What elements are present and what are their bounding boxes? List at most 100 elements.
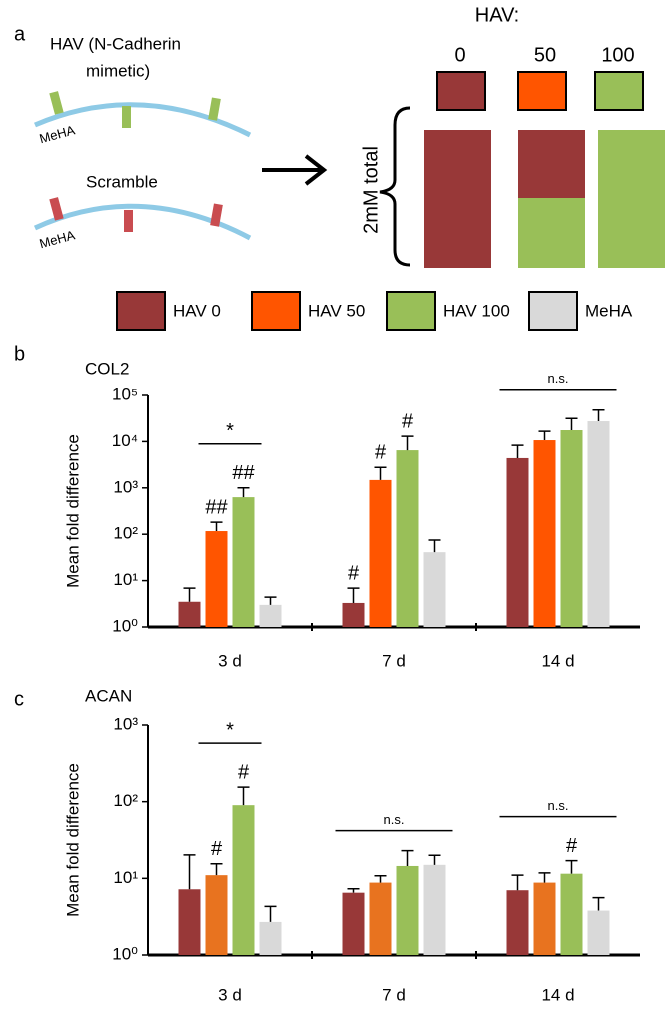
gel-block — [518, 198, 585, 268]
chart-title: ACAN — [85, 686, 132, 705]
peptide — [49, 91, 64, 115]
legend-label: MeHA — [585, 301, 633, 320]
bracket-label: * — [226, 420, 234, 442]
brace — [379, 106, 411, 267]
bar — [178, 889, 201, 955]
bar — [369, 479, 392, 627]
error-bar — [210, 862, 223, 876]
y-axis-label: Mean fold difference — [63, 763, 82, 917]
bar — [369, 882, 392, 955]
error-bar — [538, 430, 551, 441]
legend-label: HAV 0 — [173, 301, 221, 320]
significance-mark: # — [348, 562, 360, 584]
significance-mark: # — [402, 410, 414, 432]
error-bar — [347, 587, 360, 603]
y-tick-label: 10⁵ — [112, 384, 138, 403]
diagram: HAV (N-Cadherin mimetic) MeHA Scramble M… — [33, 4, 665, 268]
error-bar — [237, 786, 250, 806]
significance-mark: # — [375, 441, 387, 463]
error-bar — [511, 874, 524, 891]
error-bar — [565, 859, 578, 874]
significance-mark: # — [238, 761, 250, 783]
error-bar — [264, 905, 277, 922]
backbone-label: MeHA — [38, 122, 77, 146]
error-bar — [210, 521, 223, 532]
backbone-label: MeHA — [38, 227, 77, 251]
legend-label: HAV 100 — [443, 301, 510, 320]
significance-mark: # — [211, 838, 223, 860]
scramble — [124, 210, 133, 232]
x-tick-label: 3 d — [218, 985, 242, 1004]
error-bar — [183, 854, 196, 890]
peptide-label: mimetic) — [86, 61, 150, 80]
y-tick-label: 10⁰ — [112, 616, 138, 635]
bar — [342, 892, 365, 955]
bracket-label: n.s. — [384, 812, 405, 827]
error-bar — [401, 849, 414, 866]
error-bar — [264, 596, 277, 605]
bar — [178, 601, 201, 627]
y-axis-label: Mean fold difference — [63, 434, 82, 588]
bar — [560, 873, 583, 955]
arrow — [262, 154, 328, 186]
significance-mark: ## — [205, 496, 228, 518]
dose-swatch — [594, 71, 644, 111]
dose: 100 — [601, 44, 634, 66]
dose-swatch — [436, 71, 486, 111]
error-bar — [374, 466, 387, 480]
bar — [506, 457, 529, 627]
error-bar — [183, 587, 196, 602]
y-tick-label: 10⁰ — [112, 944, 138, 963]
error-bar — [511, 444, 524, 458]
y-tick-label: 10⁴ — [112, 431, 138, 450]
error-bar — [237, 487, 250, 498]
peptide-label: HAV (N-Cadherin — [50, 34, 181, 53]
y-tick-label: 10¹ — [113, 570, 138, 589]
bar — [342, 602, 365, 627]
bar — [232, 497, 255, 627]
dose-header: HAV: — [475, 4, 519, 26]
panel-label: a — [14, 23, 26, 45]
bar — [506, 890, 529, 955]
legend-swatch — [116, 291, 166, 331]
error-bar — [538, 872, 551, 883]
bar — [205, 875, 228, 955]
gel-block — [424, 130, 491, 268]
significance-mark: # — [566, 835, 578, 857]
scramble-label: Scramble — [86, 172, 158, 191]
y-tick-label: 10¹ — [113, 868, 138, 887]
error-bar — [347, 888, 360, 893]
bar — [396, 450, 419, 627]
chart-title: COL2 — [85, 359, 129, 378]
dose: 50 — [534, 44, 556, 66]
backbone — [34, 102, 252, 138]
peptide — [122, 106, 131, 128]
error-bar — [565, 417, 578, 431]
x-tick-label: 7 d — [382, 651, 406, 670]
bracket-label: * — [226, 719, 234, 741]
bar — [232, 805, 255, 955]
peptide — [208, 97, 221, 121]
bar — [533, 440, 556, 627]
bracket-label: n.s. — [548, 371, 569, 386]
bar — [423, 864, 446, 955]
error-bar — [374, 875, 387, 883]
error-bar — [428, 854, 441, 865]
y-tick-label: 10² — [113, 791, 138, 810]
bar — [205, 531, 228, 627]
bar — [560, 430, 583, 627]
bar — [396, 865, 419, 955]
x-tick-label: 14 d — [541, 651, 574, 670]
bar — [259, 921, 282, 955]
error-bar — [592, 896, 605, 911]
panel-label: c — [14, 688, 24, 710]
error-bar — [401, 435, 414, 451]
legend-swatch — [528, 291, 578, 331]
panel-label: b — [14, 343, 25, 365]
error-bar — [592, 409, 605, 422]
bar — [259, 604, 282, 627]
x-tick-label: 14 d — [541, 985, 574, 1004]
gel-block — [598, 130, 665, 268]
x-tick-label: 7 d — [382, 985, 406, 1004]
